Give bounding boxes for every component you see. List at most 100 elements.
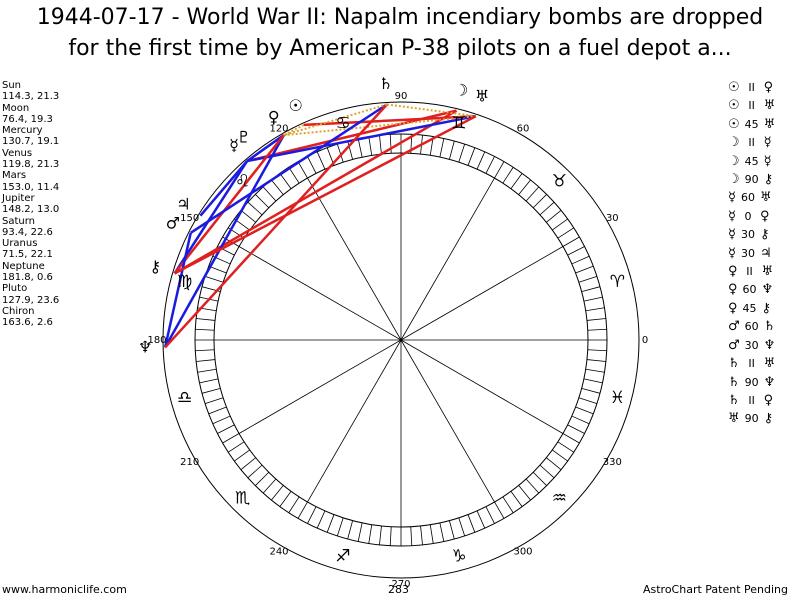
ring-tick (562, 433, 580, 444)
marker-label: 283 (388, 583, 409, 596)
aspect-planet: ♀ (728, 282, 738, 298)
ring-tick (240, 457, 256, 470)
ring-tick (368, 524, 373, 544)
ring-tick (578, 397, 598, 405)
aspect-line (246, 109, 457, 163)
spoke (400, 339, 495, 503)
ring-tick (288, 496, 300, 513)
degree-label: 0 (642, 335, 648, 346)
aspect-planet: ♀ (763, 80, 774, 95)
ring-tick (518, 179, 531, 195)
aspect-planet: ☿ (728, 190, 736, 206)
ring-tick (571, 415, 590, 425)
ring-tick (307, 156, 317, 174)
aspect-planet: ☿ (763, 153, 772, 169)
aspect-row: ☉ II ♀ (728, 79, 775, 97)
planet-position: 114.3, 21.3 (2, 91, 60, 103)
ring-tick (255, 471, 270, 486)
footer-right: AstroChart Patent Pending (642, 583, 788, 596)
aspect-type: 30 (744, 338, 759, 352)
ring-tick (485, 156, 495, 174)
aspect-row: ☿ 30 ⚷ (728, 226, 775, 244)
planet-glyph: ♂ (166, 213, 180, 232)
ring-tick (467, 514, 476, 533)
aspect-line (164, 134, 285, 349)
ring-tick (510, 491, 523, 507)
aspect-type: 45 (744, 117, 759, 131)
planet-glyph: ♆ (138, 338, 152, 357)
aspect-planet: ☉ (728, 116, 740, 132)
spoke (238, 339, 402, 434)
aspect-planet: ♄ (728, 374, 740, 390)
planet-name: Neptune (2, 260, 45, 272)
planet-position: 71.5, 22.1 (2, 249, 53, 261)
aspect-row: ☿ 30 ♃ (728, 245, 775, 263)
ring-tick (539, 201, 555, 216)
aspect-type: 45 (742, 301, 757, 315)
ring-tick (587, 349, 607, 352)
ring-tick (271, 179, 284, 195)
aspect-type: II (748, 357, 755, 371)
ring-tick (262, 186, 277, 202)
ring-tick (204, 275, 224, 283)
ring-tick (494, 161, 505, 179)
aspect-planet: ⚷ (761, 300, 772, 316)
aspect-line (246, 114, 477, 163)
planet-name: Moon (2, 102, 30, 114)
ring-tick (552, 449, 568, 462)
ring-tick (307, 506, 317, 524)
planet-glyph: ☿ (229, 135, 239, 154)
degree-label: 330 (603, 457, 622, 468)
ring-tick (467, 147, 476, 166)
aspect-row: ♂ 60 ♄ (728, 318, 775, 336)
ring-tick (379, 135, 382, 155)
aspect-planet: ♄ (728, 392, 740, 408)
ring-tick (485, 506, 495, 524)
degree-label: 150 (180, 213, 199, 224)
ring-tick (458, 143, 466, 163)
ring-tick (587, 328, 607, 331)
aspect-row: ☿ 0 ♀ (728, 208, 775, 226)
ring-tick (195, 328, 215, 331)
ring-tick (586, 318, 606, 321)
ring-tick (586, 359, 606, 362)
ring-tick (201, 388, 221, 394)
aspect-row: ☽ 45 ☿ (728, 153, 775, 171)
aspect-row: ☽ II ☿ (728, 134, 775, 152)
ring-tick (525, 186, 540, 202)
ring-tick (575, 265, 594, 274)
ring-tick (585, 307, 605, 312)
degree-label: 300 (513, 546, 532, 557)
aspect-line (173, 134, 285, 275)
aspect-planet: ♀ (728, 300, 738, 316)
aspect-row: ♂ 30 ♆ (728, 337, 775, 355)
ring-tick (546, 457, 562, 470)
aspect-type: 90 (744, 412, 759, 426)
aspect-line (199, 160, 249, 217)
ring-tick (234, 449, 250, 462)
aspect-planet: ♀ (759, 208, 770, 224)
aspect-row: ♅ 90 ⚷ (728, 410, 775, 428)
aspect-row: ♄ 90 ♆ (728, 374, 775, 392)
ring-tick (379, 525, 382, 545)
footer-left: www.harmoniclife.com (2, 583, 127, 596)
ring-tick (518, 485, 531, 501)
planet-glyph: ♄ (379, 74, 393, 93)
ring-tick (585, 368, 605, 373)
aspect-planet: ☽ (728, 153, 740, 169)
spoke (238, 246, 402, 341)
ring-tick (581, 286, 601, 292)
aspect-planet: ♅ (763, 98, 776, 114)
ring-tick (297, 501, 308, 519)
aspect-list: ☉ II ♀ ☉ II ♅ ☉ 45 ♅ ☽ II ☿ ☽ 45 ☿ ☽ 90 ⚷ ☿ 60 ♅ ☿ 0 ♀ ☿ 30 ⚷ ☿ 30 ♃ ♀… (728, 79, 775, 429)
aspect-planet: ♂ (728, 337, 740, 353)
ring-tick (439, 522, 445, 542)
ring-tick (195, 349, 215, 352)
aspect-line (164, 103, 388, 349)
aspect-type: 45 (744, 154, 759, 168)
aspect-type: 60 (744, 320, 759, 334)
aspect-line (174, 115, 477, 275)
degree-label: 180 (147, 335, 166, 346)
planet-glyph: ⚷ (150, 257, 162, 276)
